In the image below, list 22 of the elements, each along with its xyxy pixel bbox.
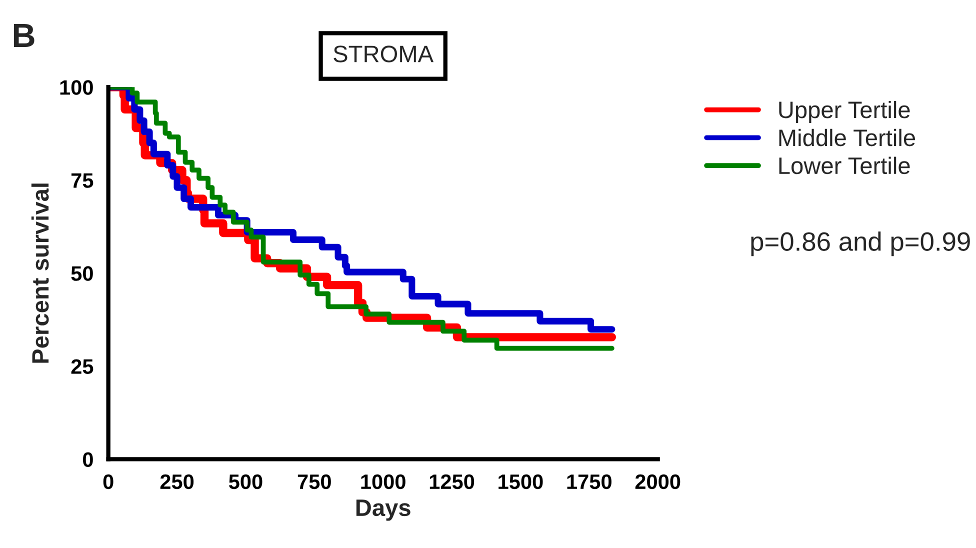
text: B bbox=[14, 24, 34, 47]
x-tick-label: 1000 bbox=[361, 474, 406, 490]
x-tick-label: 0 bbox=[103, 474, 114, 490]
legend-label: Middle Tertile bbox=[779, 128, 916, 146]
text: p=0.86 and p=0.99 bbox=[751, 232, 970, 256]
legend-label: Lower Tertile bbox=[779, 156, 910, 174]
chart-title: STROMA bbox=[334, 46, 434, 62]
x-tick-label: 1750 bbox=[567, 474, 612, 490]
legend-label: Upper Tertile bbox=[779, 100, 910, 123]
y-axis-title: Percent survival bbox=[31, 184, 49, 363]
x-tick-label: 1500 bbox=[498, 474, 543, 490]
y-tick-label: 25 bbox=[71, 359, 94, 374]
y-tick-label: 75 bbox=[71, 173, 94, 188]
y-tick-label: 50 bbox=[71, 266, 93, 281]
x-tick-label: 2000 bbox=[635, 474, 680, 490]
x-tick-label: 1250 bbox=[430, 474, 474, 490]
x-tick-label: 500 bbox=[228, 474, 262, 490]
x-tick-label: 750 bbox=[298, 474, 331, 490]
y-tick-label: 0 bbox=[82, 452, 93, 467]
x-tick-label: 250 bbox=[160, 474, 194, 490]
x-axis-title: Days bbox=[356, 500, 410, 521]
y-tick-label: 100 bbox=[60, 80, 93, 95]
